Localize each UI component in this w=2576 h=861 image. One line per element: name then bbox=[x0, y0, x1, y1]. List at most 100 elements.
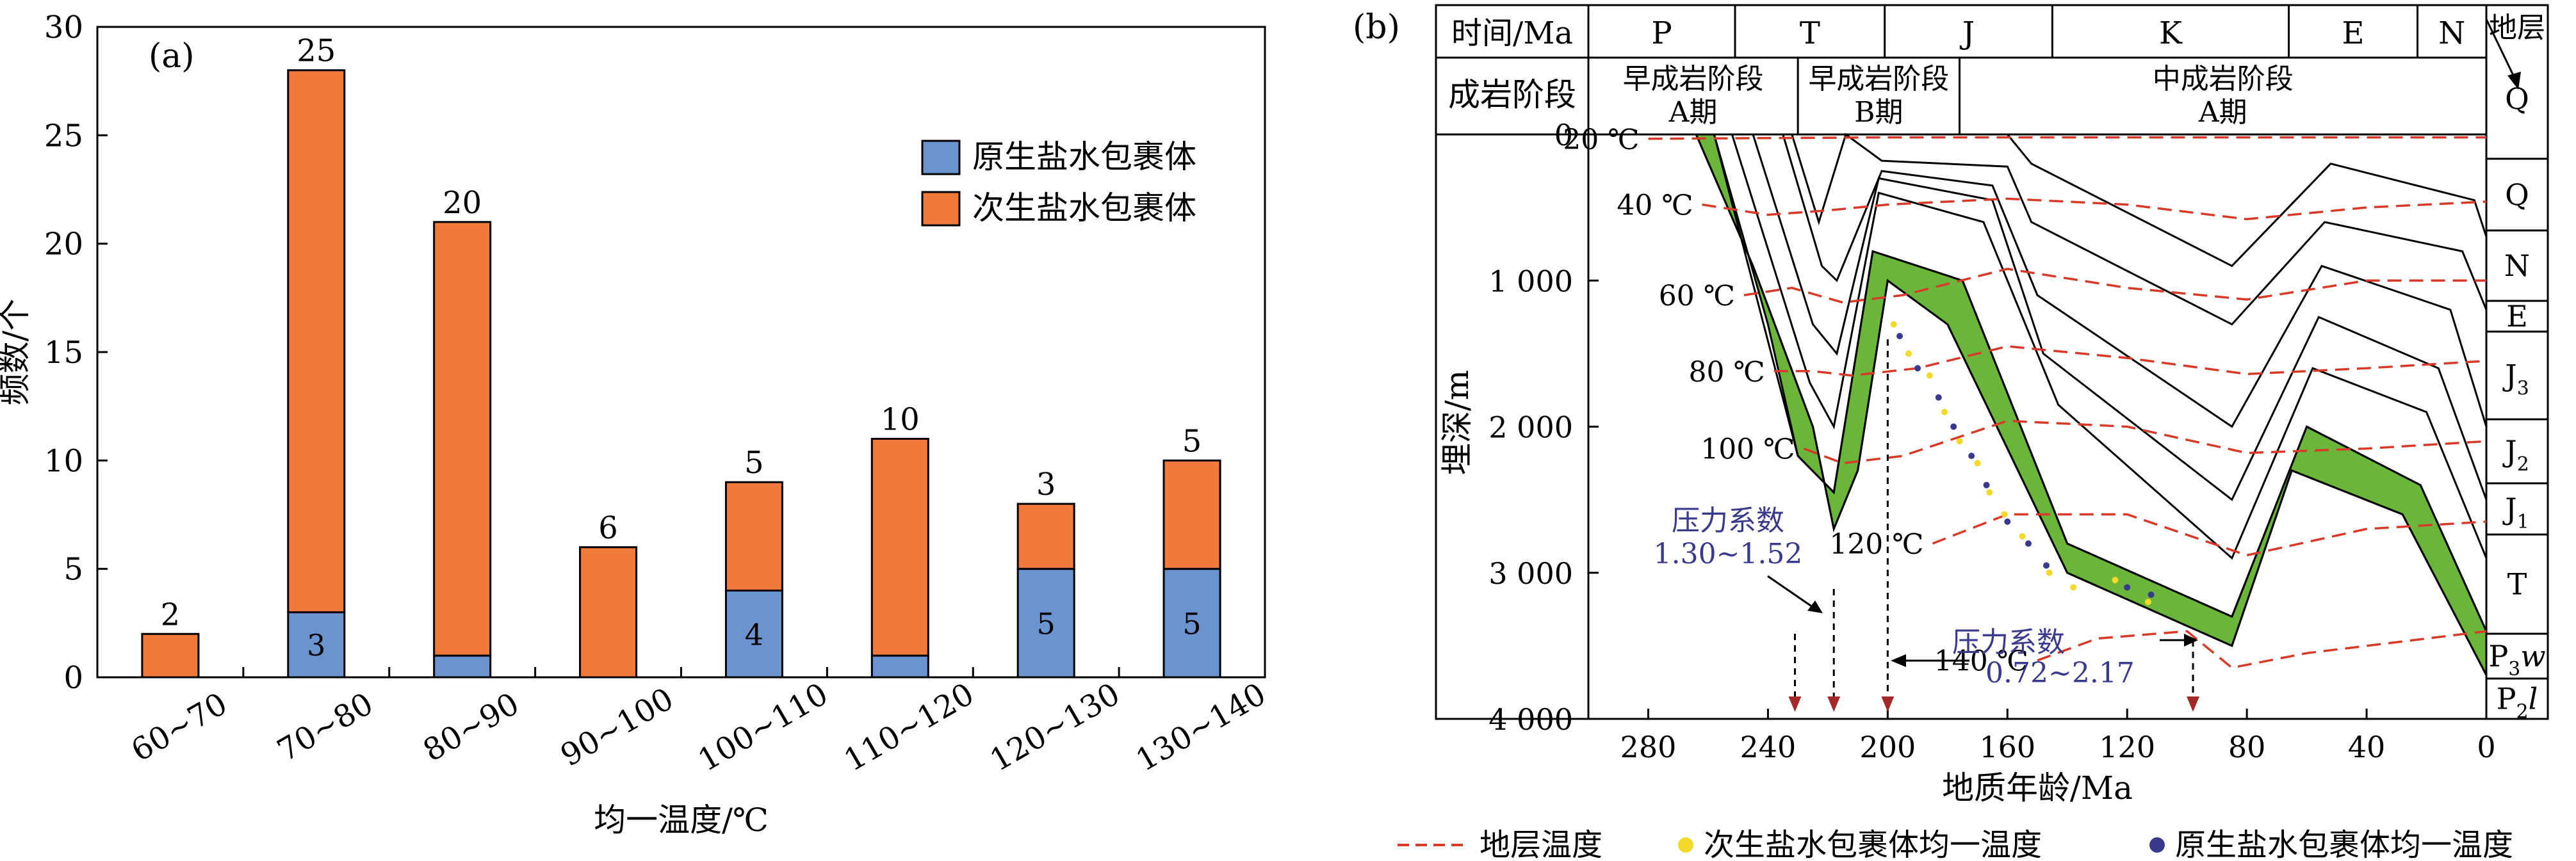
segment-label: 5 bbox=[1037, 606, 1056, 641]
bar-top-label: 5 bbox=[744, 445, 764, 481]
y-tick-label: 20 bbox=[44, 227, 83, 262]
strata-label-E: E bbox=[2506, 299, 2528, 334]
x-tick-label: 240 bbox=[1740, 730, 1796, 764]
period-label: N bbox=[2438, 15, 2465, 51]
primary-inclusion-dot bbox=[2025, 540, 2032, 547]
segment-label: 4 bbox=[745, 617, 763, 652]
secondary-inclusion-dot bbox=[1890, 321, 1897, 328]
legend-primary-dot bbox=[2149, 837, 2165, 853]
secondary-inclusion-dot bbox=[1905, 350, 1912, 357]
strata-label-P2l: P2l bbox=[2497, 682, 2538, 723]
isotherm-20 ℃ bbox=[1648, 136, 2486, 140]
bar-top-label: 20 bbox=[443, 185, 482, 221]
strata-label-top-q: Q bbox=[2505, 81, 2529, 116]
y-axis-label: 埋深/m bbox=[1439, 370, 1476, 475]
x-tick-label: 200 bbox=[1859, 730, 1916, 764]
isotherm-label: 60 ℃ bbox=[1659, 280, 1735, 312]
bar-top-label: 10 bbox=[881, 401, 920, 437]
x-tick-label: 160 bbox=[1979, 730, 2035, 764]
pressure-annotation-1-value: 1.30~1.52 bbox=[1654, 538, 1803, 570]
x-tick-label: 130~140 bbox=[1130, 676, 1272, 778]
secondary-inclusion-dot bbox=[2019, 533, 2026, 540]
bar-top-label: 2 bbox=[161, 597, 181, 632]
secondary-inclusion-dot bbox=[1974, 460, 1981, 467]
x-tick-label: 80 bbox=[2228, 730, 2266, 764]
segment-label: 5 bbox=[1182, 606, 1201, 641]
pressure-arrow-1 bbox=[1767, 575, 1820, 613]
bar-secondary-60~70 bbox=[141, 632, 200, 679]
bar-top-label: 6 bbox=[598, 510, 618, 546]
isotherm-label: 20 ℃ bbox=[1563, 124, 1639, 156]
plot-frame bbox=[96, 26, 1266, 679]
isotherm-label: 100 ℃ bbox=[1700, 433, 1795, 466]
primary-inclusion-dot bbox=[1983, 481, 1990, 488]
pressure-annotation-1: 压力系数 bbox=[1672, 504, 1784, 537]
bar-primary-110~120 bbox=[870, 654, 929, 679]
secondary-inclusion-dot bbox=[2070, 584, 2077, 591]
primary-inclusion-dot bbox=[2124, 584, 2131, 591]
strata-arrow bbox=[2485, 19, 2518, 84]
secondary-inclusion-dot bbox=[1941, 408, 1948, 415]
isotherm-60 ℃ bbox=[1743, 268, 2486, 304]
secondary-inclusion-dot bbox=[2144, 599, 2151, 606]
y-tick-label: 30 bbox=[44, 10, 83, 45]
stage-label: 早成岩阶段 bbox=[1808, 63, 1949, 95]
bar-top-label: 5 bbox=[1182, 423, 1202, 459]
period-label: T bbox=[1800, 15, 1820, 51]
strata-label-J1: J1 bbox=[2502, 492, 2529, 533]
legend-label-secondary: 次生盐水包裹体均一温度 bbox=[1704, 827, 2042, 861]
legend-swatch bbox=[921, 140, 961, 175]
burial-curve bbox=[1752, 134, 2488, 501]
primary-inclusion-dot bbox=[2148, 591, 2155, 598]
burial-curve bbox=[1882, 133, 2488, 268]
stage-label: 早成岩阶段 bbox=[1623, 63, 1764, 95]
x-tick-label: 0 bbox=[2477, 730, 2495, 764]
y-tick-label: 3 000 bbox=[1488, 556, 1573, 591]
x-tick-label: 120 bbox=[2099, 730, 2155, 764]
bar-top-label: 25 bbox=[297, 33, 336, 69]
legend-label-temperature: 地层温度 bbox=[1480, 827, 1602, 861]
y-tick-label: 10 bbox=[44, 443, 83, 479]
y-tick-label: 2 000 bbox=[1488, 410, 1573, 445]
isotherm-80 ℃ bbox=[1773, 345, 2487, 377]
period-label: P bbox=[1651, 15, 1672, 51]
age-marker-arrowhead bbox=[1827, 696, 1841, 712]
legend-label-primary: 原生盐水包裹体均一温度 bbox=[2175, 827, 2513, 861]
isotherm-100 ℃ bbox=[1803, 419, 2487, 465]
y-tick-label: 25 bbox=[44, 118, 83, 154]
stage-sub-label: A期 bbox=[2198, 96, 2247, 129]
pressure-annotation-2: 压力系数 bbox=[1952, 626, 2065, 659]
bar-secondary-100~110 bbox=[724, 481, 783, 592]
period-label: K bbox=[2159, 15, 2183, 51]
panel-label: (b) bbox=[1353, 8, 1400, 47]
stage-label: 中成岩阶段 bbox=[2153, 63, 2294, 95]
age-marker-arrowhead bbox=[1788, 696, 1802, 712]
bar-primary-130~140 bbox=[1162, 568, 1221, 679]
bar-secondary-70~80 bbox=[287, 69, 346, 613]
pressure-arrow-3-head bbox=[2184, 634, 2198, 647]
bar-secondary-90~100 bbox=[579, 546, 638, 679]
stage-header-label: 成岩阶段 bbox=[1448, 76, 1576, 113]
primary-inclusion-dot bbox=[1950, 423, 1957, 430]
bar-primary-70~80 bbox=[287, 611, 346, 679]
x-tick-label: 120~130 bbox=[984, 676, 1126, 778]
legend-label: 次生盐水包裹体 bbox=[972, 189, 1196, 227]
bar-secondary-80~90 bbox=[433, 221, 492, 657]
period-label: E bbox=[2342, 15, 2365, 51]
isotherm-40 ℃ bbox=[1702, 197, 2487, 221]
primary-inclusion-dot bbox=[2043, 562, 2050, 569]
age-marker-arrowhead bbox=[2187, 696, 2200, 712]
segment-label: 3 bbox=[307, 628, 325, 663]
secondary-inclusion-dot bbox=[1926, 372, 1933, 379]
strata-label-P3w: P3w bbox=[2488, 639, 2545, 680]
bar-secondary-120~130 bbox=[1016, 503, 1075, 570]
bar-primary-120~130 bbox=[1016, 568, 1075, 679]
legend-swatch bbox=[921, 191, 961, 227]
pressure-annotation-2-value: 0.72~2.17 bbox=[1985, 657, 2135, 689]
x-axis-label: 均一温度/℃ bbox=[594, 801, 769, 839]
legend-secondary-dot bbox=[1678, 837, 1693, 853]
y-tick-label: 4 000 bbox=[1488, 702, 1573, 737]
strata-label-N: N bbox=[2504, 248, 2530, 283]
period-label: J bbox=[1959, 15, 1975, 51]
